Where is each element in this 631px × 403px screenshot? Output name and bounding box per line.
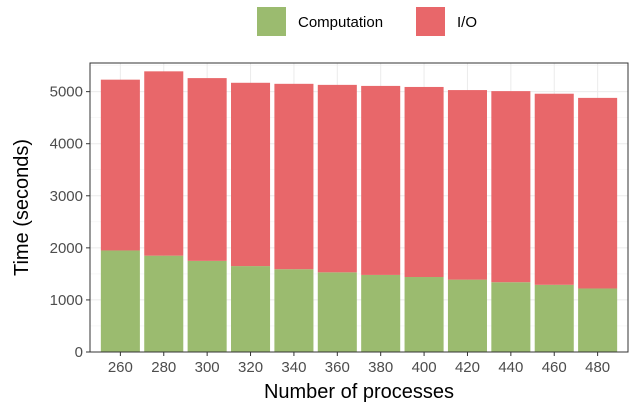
x-tick-label: 320	[238, 359, 263, 376]
x-tick-label: 300	[195, 359, 220, 376]
bar-computation-300	[187, 260, 227, 352]
bar-i-o-420	[447, 90, 487, 280]
bar-i-o-360	[317, 84, 357, 273]
x-tick-label: 360	[325, 359, 350, 376]
x-tick-label: 380	[368, 359, 393, 376]
y-axis: 0 1000 2000 3000 4000 5000	[50, 84, 90, 361]
legend-swatch-i-o	[416, 7, 445, 36]
bar-computation-360	[317, 272, 357, 352]
x-tick-label: 460	[542, 359, 567, 376]
x-tick-label: 340	[281, 359, 306, 376]
x-tick-label: 260	[108, 359, 133, 376]
bar-computation-320	[231, 266, 271, 352]
bar-i-o-460	[534, 93, 574, 285]
bar-i-o-340	[274, 83, 314, 270]
bars	[100, 71, 618, 352]
y-axis-title: Time (seconds)	[11, 139, 33, 276]
bar-i-o-480	[578, 97, 618, 289]
x-axis-title: Number of processes	[264, 381, 454, 403]
y-tick-label: 5000	[50, 84, 83, 101]
bar-computation-260	[100, 250, 140, 352]
y-tick-label: 1000	[50, 292, 83, 309]
plot-panel-border	[89, 62, 629, 353]
legend-label-computation: Computation	[298, 14, 383, 31]
legend-label-i-o: I/O	[457, 14, 477, 31]
bar-i-o-400	[404, 86, 444, 278]
y-tick-label: 3000	[50, 188, 83, 205]
bar-computation-380	[361, 274, 401, 352]
bar-computation-480	[578, 288, 618, 352]
x-tick-label: 280	[151, 359, 176, 376]
y-tick-label: 2000	[50, 240, 83, 257]
legend: Computation I/O	[257, 7, 477, 36]
bar-computation-340	[274, 269, 314, 352]
x-tick-label: 400	[412, 359, 437, 376]
bar-computation-460	[534, 284, 574, 352]
bar-i-o-300	[187, 78, 227, 261]
bar-computation-420	[447, 279, 487, 352]
y-tick-label: 4000	[50, 136, 83, 153]
x-tick-label: 480	[585, 359, 610, 376]
x-tick-label: 420	[455, 359, 480, 376]
y-tick-label: 0	[75, 344, 83, 361]
bar-i-o-260	[100, 79, 140, 251]
bar-i-o-380	[361, 85, 401, 275]
x-axis: 260 280 300 320 340 360 380 400 420 440 460 480	[108, 352, 610, 376]
bar-i-o-280	[144, 71, 184, 256]
bar-computation-400	[404, 277, 444, 352]
bar-computation-440	[491, 282, 531, 352]
legend-swatch-computation	[257, 7, 286, 36]
bar-i-o-440	[491, 91, 531, 283]
bar-i-o-320	[231, 82, 271, 267]
bar-computation-280	[144, 255, 184, 352]
x-tick-label: 440	[498, 359, 523, 376]
